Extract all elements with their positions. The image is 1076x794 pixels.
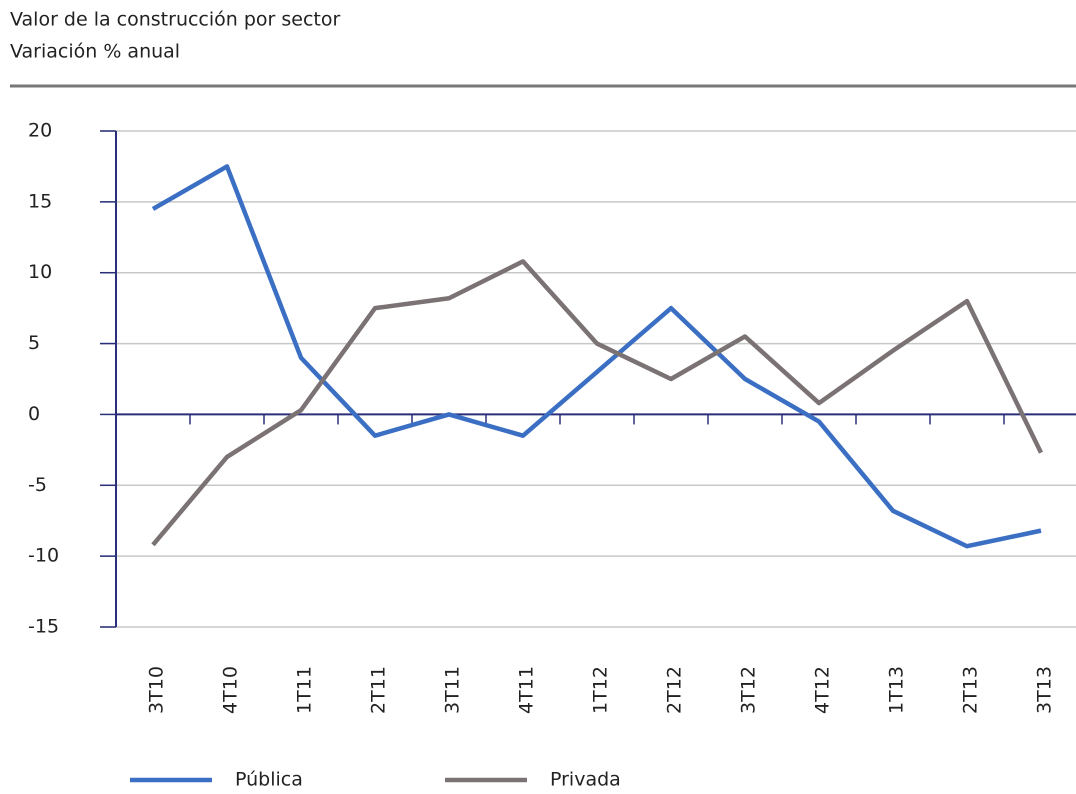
line-series bbox=[151, 164, 1042, 549]
x-tick-label: 3T13 bbox=[1034, 666, 1056, 714]
y-tick-label: -5 bbox=[28, 474, 47, 496]
x-tick-label: 2T13 bbox=[960, 666, 982, 714]
chart-title: Valor de la construcción por sector bbox=[10, 9, 341, 31]
x-tick-label: 4T11 bbox=[516, 666, 538, 714]
y-tick-label: 15 bbox=[28, 190, 52, 212]
x-tick-label: 1T12 bbox=[590, 666, 612, 714]
x-tick-label: 1T11 bbox=[294, 666, 316, 714]
y-tick-label: 5 bbox=[28, 332, 40, 354]
legend-label: Pública bbox=[235, 769, 303, 791]
x-tick-label: 4T12 bbox=[812, 666, 834, 714]
x-tick-label: 2T11 bbox=[368, 666, 390, 714]
y-tick-label: 10 bbox=[28, 261, 52, 283]
x-tick-label: 3T10 bbox=[146, 666, 168, 714]
x-tick-label: 3T12 bbox=[738, 666, 760, 714]
chart-subtitle: Variación % anual bbox=[10, 41, 180, 63]
line-series bbox=[151, 259, 1044, 547]
x-tick-label: 4T10 bbox=[220, 666, 242, 714]
legend-label: Privada bbox=[550, 769, 621, 791]
y-tick-label: -10 bbox=[28, 545, 59, 567]
y-tick-label: -15 bbox=[28, 616, 59, 638]
y-tick-label: 0 bbox=[28, 403, 40, 425]
x-tick-label: 2T12 bbox=[664, 666, 686, 714]
x-tick-label: 3T11 bbox=[442, 666, 464, 714]
y-tick-label: 20 bbox=[28, 120, 52, 142]
x-tick-label: 1T13 bbox=[886, 666, 908, 714]
